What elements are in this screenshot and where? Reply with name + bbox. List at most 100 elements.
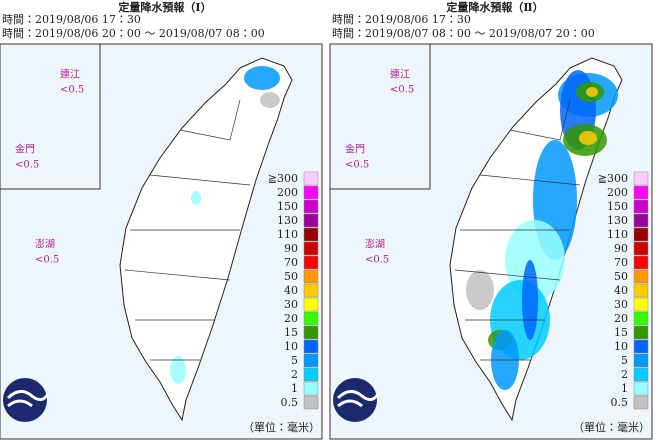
- legend-label: 110: [277, 228, 298, 241]
- legend-label: 2: [621, 368, 628, 381]
- island-value: <0.5: [390, 85, 414, 96]
- issue-time: 時間：2019/08/06 17：30: [2, 13, 141, 26]
- island-value: <0.5: [365, 255, 389, 266]
- legend-label: 20: [284, 312, 298, 325]
- logo-swirl: [336, 390, 380, 408]
- legend-swatch: [303, 227, 319, 242]
- rain-area: [586, 87, 598, 97]
- legend-label: 70: [284, 256, 298, 269]
- legend-swatch: [303, 367, 319, 382]
- legend-label: 40: [614, 284, 628, 297]
- logo-disc: [333, 378, 377, 422]
- island-value: <0.5: [15, 160, 39, 171]
- panel: 定量降水預報（Ⅰ）時間：2019/08/06 17：30時間：2019/08/0…: [0, 0, 323, 440]
- legend-swatch: [633, 213, 649, 228]
- legend-swatch: [633, 185, 649, 200]
- legend-swatch: [633, 395, 649, 410]
- rain-area: [579, 131, 597, 145]
- legend-label: 20: [614, 312, 628, 325]
- island-value: <0.5: [60, 85, 84, 96]
- legend-swatch: [303, 269, 319, 284]
- unit-label: （單位：毫米）: [573, 420, 650, 434]
- legend-swatch: [633, 353, 649, 368]
- island-name: 連江: [390, 68, 410, 81]
- legend-swatch: [633, 381, 649, 396]
- unit-label: （單位：毫米）: [243, 420, 320, 434]
- legend-swatch: [303, 325, 319, 340]
- panel-title: 定量降水預報（Ⅰ）: [118, 0, 211, 14]
- legend-swatch: [633, 171, 649, 186]
- legend-label: 110: [607, 228, 628, 241]
- island-value: <0.5: [345, 160, 369, 171]
- legend-label: ≧300: [598, 172, 628, 185]
- legend-label: 50: [284, 270, 298, 283]
- island-value: <0.5: [35, 255, 59, 266]
- legend-swatch: [303, 311, 319, 326]
- logo: [333, 378, 380, 422]
- legend-swatch: [303, 395, 319, 410]
- valid-period: 時間：2019/08/06 20：00 ～ 2019/08/07 08：00: [2, 27, 265, 40]
- legend-swatch: [303, 297, 319, 312]
- island-name: 金門: [345, 143, 365, 156]
- legend-label: 15: [284, 326, 298, 339]
- legend-label: 1: [621, 382, 628, 395]
- island-name: 澎湖: [35, 239, 55, 251]
- island-name: 連江: [60, 68, 80, 81]
- legend-swatch: [303, 283, 319, 298]
- legend-label: 1: [291, 382, 298, 395]
- legend-label: 200: [607, 186, 628, 199]
- legend-swatch: [633, 297, 649, 312]
- legend-label: 40: [284, 284, 298, 297]
- logo: [3, 378, 50, 422]
- county-lines: [454, 99, 581, 361]
- legend-swatch: [303, 171, 319, 186]
- legend-swatch: [633, 255, 649, 270]
- legend-label: 2: [291, 368, 298, 381]
- legend-swatch: [303, 185, 319, 200]
- legend-swatch: [303, 353, 319, 368]
- legend-swatch: [633, 283, 649, 298]
- rain-area: [466, 270, 494, 310]
- legend-swatch: [633, 367, 649, 382]
- legend-label: 0.5: [281, 396, 299, 409]
- legend-label: 150: [607, 200, 628, 213]
- legend-label: 90: [614, 242, 628, 255]
- legend-swatch: [303, 381, 319, 396]
- legend-swatch: [633, 241, 649, 256]
- legend-label: 150: [277, 200, 298, 213]
- legend-label: 10: [614, 340, 628, 353]
- inset-frame: [0, 43, 101, 190]
- island-name: 澎湖: [365, 239, 385, 251]
- legend-swatch: [303, 199, 319, 214]
- legend-label: 30: [614, 298, 628, 311]
- legend-swatch: [633, 199, 649, 214]
- legend-label: 5: [291, 354, 298, 367]
- legend-label: 50: [614, 270, 628, 283]
- legend-label: 130: [607, 214, 628, 227]
- legend-swatch: [303, 241, 319, 256]
- legend-label: ≧300: [268, 172, 298, 185]
- legend-label: 200: [277, 186, 298, 199]
- legend-label: 70: [614, 256, 628, 269]
- panel-title: 定量降水預報（Ⅱ）: [446, 0, 543, 14]
- legend-swatch: [633, 227, 649, 242]
- valid-period: 時間：2019/08/07 08：00 ～ 2019/08/07 20：00: [332, 27, 595, 40]
- legend-label: 0.5: [611, 396, 629, 409]
- rain-area: [191, 191, 201, 205]
- rain-area: [244, 66, 280, 90]
- logo-swirl: [6, 390, 50, 408]
- logo-disc: [3, 378, 47, 422]
- panel: 定量降水預報（Ⅱ）時間：2019/08/06 17：30時間：2019/08/0…: [329, 0, 653, 440]
- rain-area: [522, 260, 538, 340]
- legend-label: 90: [284, 242, 298, 255]
- legend-swatch: [303, 255, 319, 270]
- rain-area: [170, 356, 186, 384]
- inset-frame: [329, 43, 431, 190]
- county-lines: [124, 99, 251, 361]
- legend-swatch: [633, 325, 649, 340]
- issue-time: 時間：2019/08/06 17：30: [332, 13, 471, 26]
- legend-swatch: [303, 213, 319, 228]
- legend-swatch: [633, 339, 649, 354]
- legend-swatch: [633, 269, 649, 284]
